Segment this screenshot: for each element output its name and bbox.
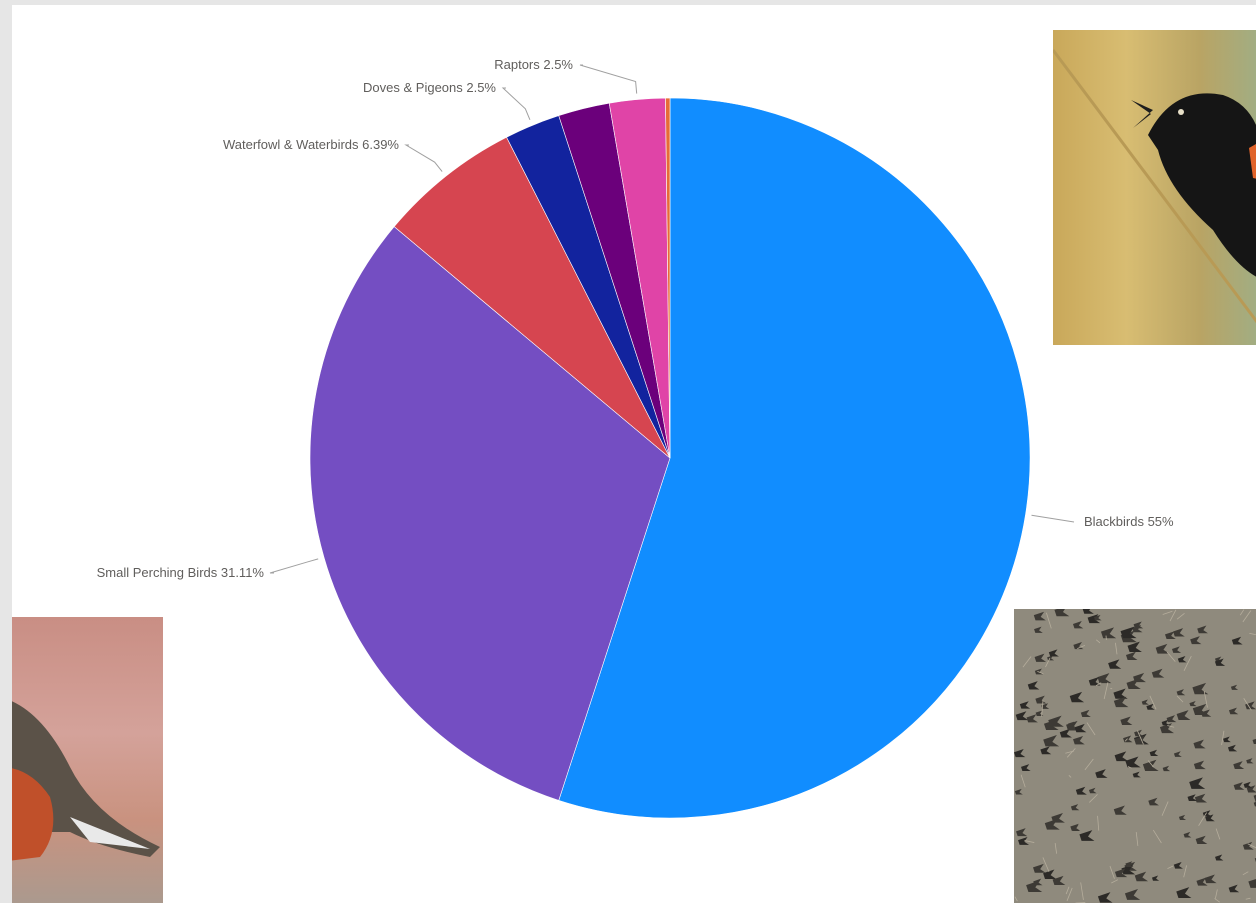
leader-line xyxy=(501,87,531,121)
pie-slice-unlabeled-6[interactable] xyxy=(665,97,671,459)
slice-label: Small Perching Birds 31.11% xyxy=(97,565,265,580)
leader-line xyxy=(269,558,319,574)
slice-label: Raptors 2.5% xyxy=(494,57,573,72)
red-winged-blackbird-photo xyxy=(1053,30,1256,345)
pie-slice-blackbirds[interactable] xyxy=(558,97,1031,819)
blackbird-flock-photo xyxy=(1014,609,1256,903)
pie-slice-small-perching-birds[interactable] xyxy=(309,226,671,801)
leader-line xyxy=(579,64,638,94)
pie-slice-waterfowl-waterbirds[interactable] xyxy=(393,136,671,459)
pie-chart: Blackbirds 55% Small Perching Birds 31.11… xyxy=(97,57,1174,819)
slice-label: Blackbirds 55% xyxy=(1084,514,1174,529)
leader-line xyxy=(1031,514,1075,523)
robin-photo xyxy=(12,617,163,903)
slice-label: Waterfowl & Waterbirds 6.39% xyxy=(223,137,399,152)
slice-label: Doves & Pigeons 2.5% xyxy=(363,80,496,95)
report-canvas: Blackbirds 55% Small Perching Birds 31.11… xyxy=(12,5,1256,903)
leader-line xyxy=(404,144,443,172)
